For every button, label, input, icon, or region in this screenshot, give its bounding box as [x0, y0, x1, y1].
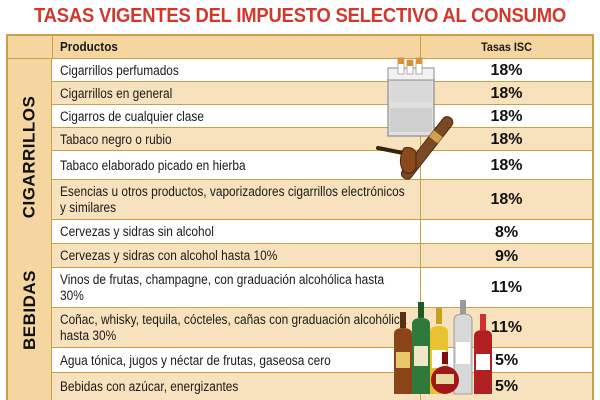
page-title: TASAS VIGENTES DEL IMPUESTO SELECTIVO AL… — [33, 5, 566, 27]
table-row: Coñac, whisky, tequila, cócteles, cañas … — [52, 308, 592, 348]
table-row: Cervezas y sidras sin alcohol 8% — [52, 220, 592, 244]
product-name: Cervezas y sidras con alcohol hasta 10% — [60, 248, 278, 263]
table-row: Agua tónica, jugos y néctar de frutas, g… — [52, 348, 592, 373]
table-row: Tabaco negro o rubio 18% — [52, 128, 592, 151]
product-name: Vinos de frutas, champagne, con graduaci… — [60, 272, 385, 303]
tax-rate: 5% — [494, 378, 519, 395]
table-row: Cigarrillos en general 18% — [52, 82, 592, 105]
column-header-rates: Tasas ISC — [481, 40, 532, 54]
tax-rate: 11% — [490, 279, 523, 296]
product-name: Tabaco elaborado picado en hierba — [60, 158, 246, 173]
section-label: CIGARRILLOS — [8, 59, 52, 255]
tax-rate: 8% — [494, 224, 519, 241]
table-row: Tabaco elaborado picado en hierba 18% — [52, 151, 592, 180]
table-row: Cigarros de cualquier clase 18% — [52, 105, 592, 128]
table-row: Esencias u otros productos, vaporizadore… — [52, 180, 592, 220]
product-name: Cervezas y sidras sin alcohol — [60, 224, 214, 239]
tax-rate-table: Productos Tasas ISC CIGARRILLOS Cigarril… — [6, 34, 594, 400]
cigarette-pack-pipe-cigar-icon — [376, 57, 454, 180]
product-name: Coñac, whisky, tequila, cócteles, cañas … — [60, 312, 407, 343]
tax-rate: 18% — [490, 108, 523, 125]
tax-rate: 5% — [494, 352, 519, 369]
tax-rate: 18% — [490, 131, 523, 148]
tax-rate: 18% — [490, 191, 523, 208]
tax-rate: 18% — [490, 62, 523, 79]
product-name: Cigarros de cualquier clase — [60, 109, 204, 124]
section-label: BEBIDAS — [8, 220, 52, 400]
product-name: Esencias u otros productos, vaporizadore… — [60, 184, 405, 215]
tax-rate: 9% — [494, 248, 519, 265]
liquor-bottles-icon — [394, 300, 492, 395]
product-name: Bebidas con azúcar, energizantes — [60, 379, 239, 394]
tax-rate: 11% — [490, 319, 523, 336]
table-row: Cigarrillos perfumados 18% — [52, 59, 592, 82]
tax-rate: 18% — [490, 85, 523, 102]
product-name: Cigarrillos perfumados — [60, 63, 179, 78]
product-name: Tabaco negro o rubio — [60, 132, 172, 147]
tax-rate: 18% — [490, 157, 523, 174]
table-header: Productos Tasas ISC — [8, 36, 592, 59]
product-name: Cigarrillos en general — [60, 86, 173, 101]
column-header-products: Productos — [60, 39, 118, 54]
table-row: Cervezas y sidras con alcohol hasta 10% … — [52, 244, 592, 268]
product-name: Agua tónica, jugos y néctar de frutas, g… — [60, 353, 331, 368]
table-row: Vinos de frutas, champagne, con graduaci… — [52, 268, 592, 308]
table-row: Bebidas con azúcar, energizantes 5% — [52, 373, 592, 400]
